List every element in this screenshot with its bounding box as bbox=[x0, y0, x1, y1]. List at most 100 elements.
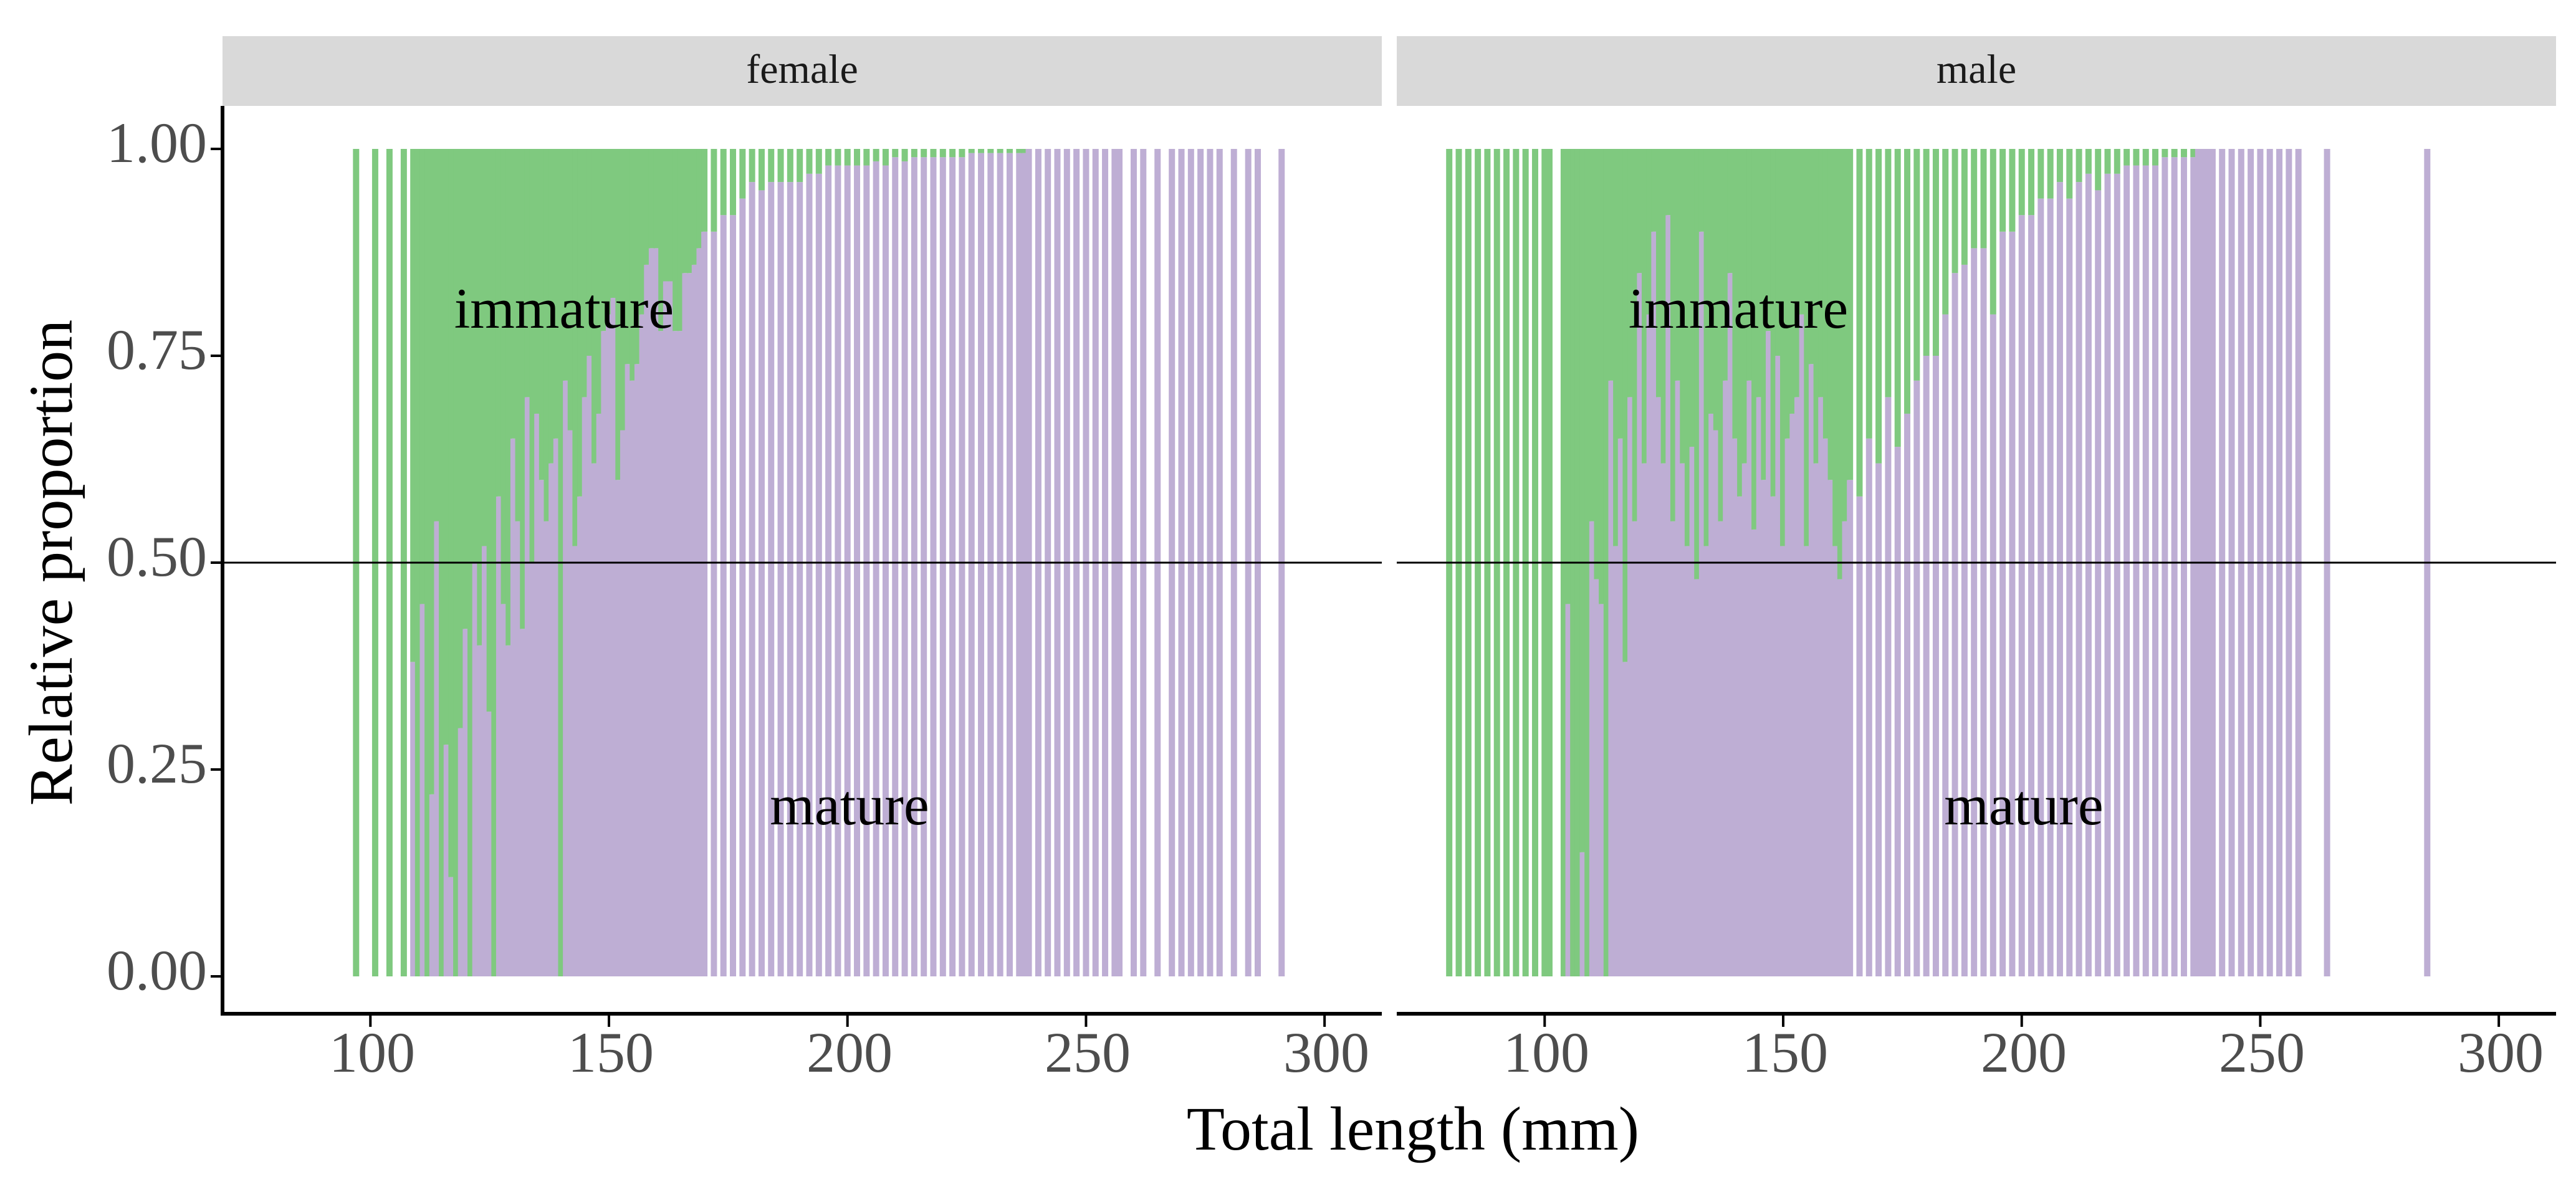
bar-mature bbox=[1665, 215, 1672, 976]
bar-mature bbox=[563, 380, 570, 976]
bar-immature bbox=[1804, 149, 1811, 546]
bar-immature bbox=[2124, 149, 2130, 166]
bar-mature bbox=[1751, 529, 1758, 976]
bar-mature bbox=[921, 157, 927, 976]
x-tick-label: 100 bbox=[329, 1021, 415, 1084]
bar-immature bbox=[1632, 149, 1639, 522]
bar-mature bbox=[653, 248, 660, 976]
bar-immature bbox=[1675, 149, 1682, 381]
bar-mature bbox=[625, 364, 631, 976]
bar-immature bbox=[1732, 149, 1739, 439]
bar-immature bbox=[572, 149, 579, 546]
bar-immature bbox=[1784, 149, 1791, 439]
bar-mature bbox=[997, 153, 1003, 976]
bar-mature bbox=[1971, 248, 1978, 976]
x-tick-label: 200 bbox=[1981, 1021, 2067, 1084]
bar-immature bbox=[1741, 149, 1748, 464]
bar-immature bbox=[1894, 149, 1901, 447]
bar-mature bbox=[520, 629, 527, 976]
bar-mature bbox=[1670, 521, 1677, 976]
bar-mature bbox=[1675, 380, 1682, 976]
bar-mature bbox=[2104, 173, 2111, 977]
bar-immature bbox=[2037, 149, 2044, 199]
bar-mature bbox=[668, 281, 674, 977]
bar-immature bbox=[606, 149, 612, 315]
bar-mature bbox=[410, 662, 417, 976]
bar-mature bbox=[2133, 165, 2140, 976]
bar-mature bbox=[1622, 662, 1629, 976]
bar-immature bbox=[1655, 149, 1662, 398]
bar-mature bbox=[2028, 215, 2035, 976]
bar-immature bbox=[758, 149, 765, 191]
bar-mature bbox=[844, 165, 851, 976]
bar-mature bbox=[587, 356, 593, 976]
bar-immature bbox=[1727, 149, 1734, 274]
bar-immature bbox=[434, 149, 441, 522]
bar-immature bbox=[677, 149, 684, 331]
bar-immature bbox=[1770, 149, 1777, 497]
bar-immature bbox=[2076, 149, 2082, 183]
bar-immature bbox=[630, 149, 636, 381]
bar-immature bbox=[1971, 149, 1978, 249]
bar-immature bbox=[591, 149, 598, 464]
bar-mature bbox=[1613, 546, 1620, 976]
bar-immature bbox=[567, 149, 574, 431]
bar-immature bbox=[505, 149, 512, 646]
bar-mature bbox=[620, 430, 626, 976]
bar-immature bbox=[2162, 149, 2168, 158]
bar-immature bbox=[1885, 149, 1892, 398]
bar-mature bbox=[787, 182, 793, 976]
bar-immature bbox=[419, 149, 426, 604]
bar-immature bbox=[448, 149, 455, 877]
bar-immature bbox=[949, 149, 956, 158]
bar-immature bbox=[673, 149, 679, 331]
bar-mature bbox=[1684, 546, 1691, 976]
bar-immature bbox=[500, 149, 507, 604]
bar-immature bbox=[1951, 149, 1958, 274]
bar-mature bbox=[529, 563, 536, 976]
bar-mature bbox=[524, 397, 531, 976]
bar-immature bbox=[2180, 149, 2187, 158]
bar-mature bbox=[1732, 438, 1739, 976]
bar-mature bbox=[2047, 198, 2054, 977]
bar-immature bbox=[2047, 149, 2054, 199]
bar-mature bbox=[720, 215, 727, 976]
bar-mature bbox=[1589, 521, 1596, 976]
bar-immature bbox=[1599, 149, 1606, 604]
bar-mature bbox=[1980, 248, 1987, 976]
bar-mature bbox=[1723, 380, 1730, 976]
bar-mature bbox=[510, 438, 517, 976]
y-tick-label: 0.00 bbox=[107, 938, 207, 1002]
bar-immature bbox=[1689, 149, 1696, 447]
bar-immature bbox=[539, 149, 545, 480]
bar-mature bbox=[777, 182, 784, 976]
bar-mature bbox=[1599, 604, 1606, 976]
bar-immature bbox=[1847, 149, 1854, 480]
bar-mature bbox=[1961, 264, 1968, 976]
bar-mature bbox=[2114, 173, 2120, 977]
x-tick-label: 300 bbox=[2458, 1021, 2544, 1084]
bar-immature bbox=[687, 149, 694, 274]
bar-mature bbox=[1651, 231, 1658, 976]
bar-mature bbox=[1617, 438, 1624, 976]
bar-immature bbox=[457, 149, 464, 728]
bar-mature bbox=[1632, 521, 1639, 976]
bar-immature bbox=[825, 149, 832, 166]
bar-mature bbox=[911, 157, 917, 976]
bar-immature bbox=[563, 149, 570, 381]
bar-immature bbox=[543, 149, 550, 522]
bar-mature bbox=[2142, 165, 2149, 976]
bar-mature bbox=[768, 182, 775, 976]
bar-mature bbox=[1989, 314, 1996, 977]
bar-immature bbox=[930, 149, 937, 158]
bar-mature bbox=[1689, 447, 1696, 976]
bar-immature bbox=[749, 149, 755, 183]
bar-mature bbox=[873, 161, 879, 976]
bar-mature bbox=[2180, 157, 2187, 976]
bar-immature bbox=[739, 149, 746, 199]
bar-immature bbox=[529, 149, 536, 563]
bar-mature bbox=[648, 248, 655, 976]
bar-immature bbox=[711, 149, 717, 232]
bar-mature bbox=[434, 521, 441, 976]
bar-mature bbox=[1579, 852, 1586, 976]
